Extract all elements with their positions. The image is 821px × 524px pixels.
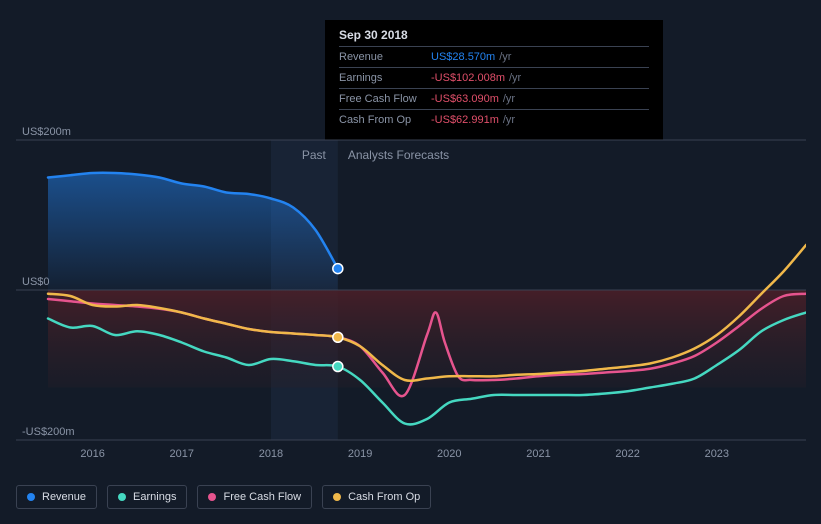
x-axis-label: 2022 [615, 448, 639, 460]
tooltip-row-label: Revenue [339, 49, 431, 65]
chart-area: US$200m US$0 -US$200m 2016 2017 2018 2019 2020… [16, 120, 806, 460]
forecast-label: Analysts Forecasts [348, 148, 449, 162]
tooltip-row-value: -US$102.008m [431, 70, 505, 86]
x-axis-label: 2023 [705, 448, 729, 460]
y-axis-label: US$0 [22, 276, 50, 288]
tooltip-row-label: Free Cash Flow [339, 91, 431, 107]
x-axis-label: 2017 [170, 448, 194, 460]
chart-svg [16, 120, 806, 460]
legend-dot [118, 493, 126, 501]
y-axis-label: US$200m [22, 126, 71, 138]
tooltip-date: Sep 30 2018 [339, 28, 649, 46]
legend-label: Free Cash Flow [223, 491, 301, 503]
tooltip-row-unit: /yr [499, 49, 511, 65]
legend-item-free-cash-flow[interactable]: Free Cash Flow [197, 485, 312, 509]
tooltip-row: RevenueUS$28.570m/yr [339, 46, 649, 67]
tooltip-row-value: US$28.570m [431, 49, 495, 65]
legend-dot [333, 493, 341, 501]
tooltip-row-unit: /yr [509, 70, 521, 86]
legend-dot [208, 493, 216, 501]
x-axis-label: 2016 [80, 448, 104, 460]
legend-item-cash-from-op[interactable]: Cash From Op [322, 485, 431, 509]
past-label: Past [302, 148, 326, 162]
tooltip-row: Free Cash Flow-US$63.090m/yr [339, 88, 649, 109]
legend-dot [27, 493, 35, 501]
x-axis-label: 2019 [348, 448, 372, 460]
tooltip-row: Earnings-US$102.008m/yr [339, 67, 649, 88]
legend-label: Cash From Op [348, 491, 420, 503]
legend: Revenue Earnings Free Cash Flow Cash From O… [16, 485, 431, 509]
legend-label: Earnings [133, 491, 176, 503]
x-axis-label: 2018 [259, 448, 283, 460]
legend-item-earnings[interactable]: Earnings [107, 485, 187, 509]
tooltip-row-label: Earnings [339, 70, 431, 86]
legend-item-revenue[interactable]: Revenue [16, 485, 97, 509]
x-axis-label: 2021 [526, 448, 550, 460]
tooltip-row-value: -US$63.090m [431, 91, 499, 107]
y-axis-label: -US$200m [22, 426, 75, 438]
legend-label: Revenue [42, 491, 86, 503]
tooltip-row-unit: /yr [503, 91, 515, 107]
x-axis-label: 2020 [437, 448, 461, 460]
